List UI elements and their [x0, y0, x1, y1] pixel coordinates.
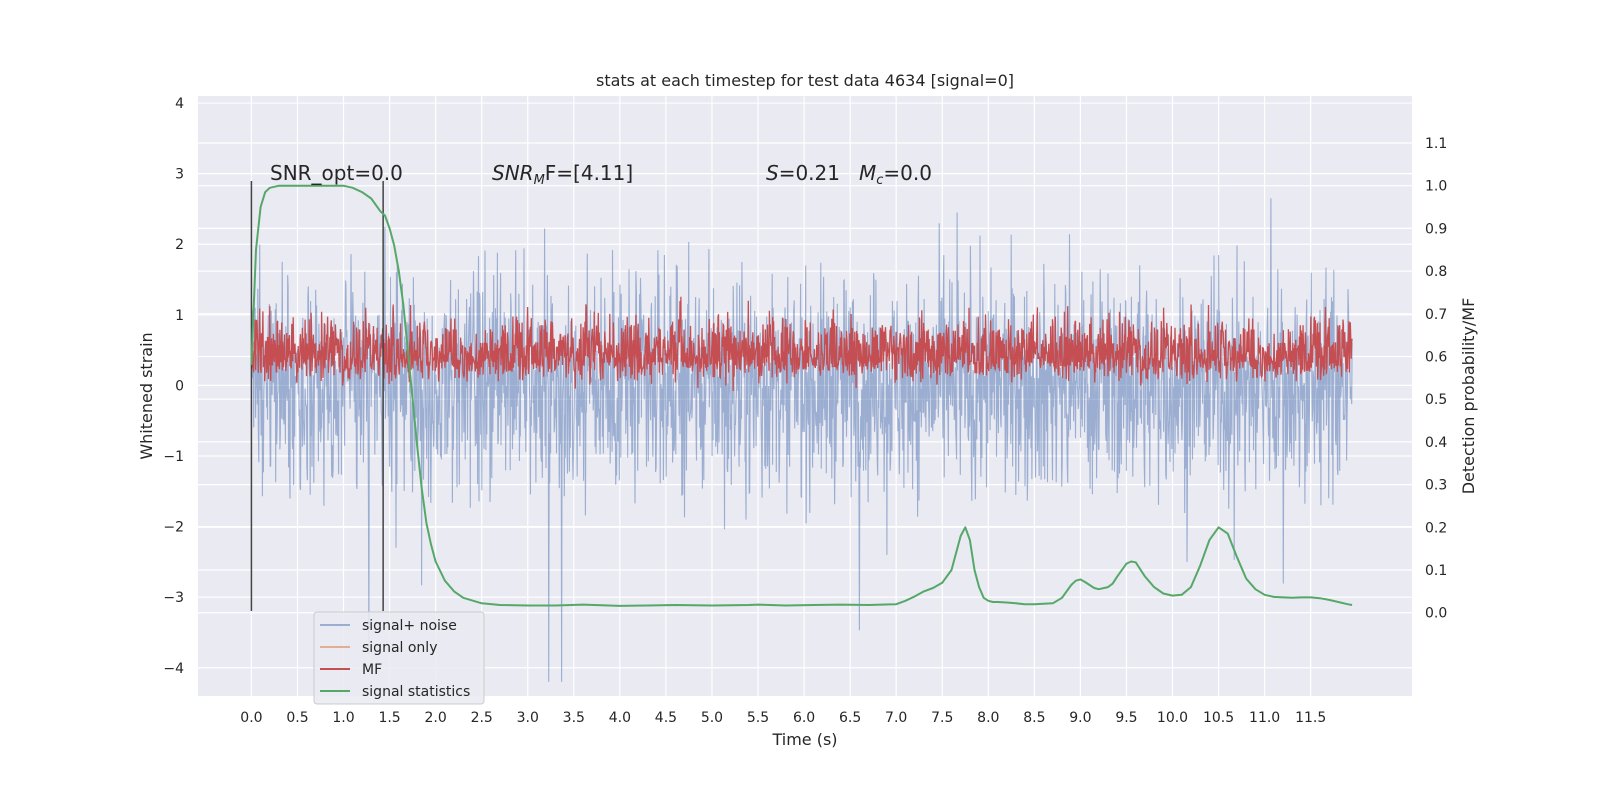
- legend-label-signal-statistics: signal statistics: [362, 684, 470, 700]
- x-tick-label: 8.0: [977, 710, 999, 726]
- legend-box: [313, 611, 485, 705]
- y-left-tick-label: −1: [163, 449, 184, 465]
- y-left-tick-label: 0: [175, 378, 184, 394]
- chart-title: stats at each timestep for test data 463…: [596, 71, 1014, 90]
- x-tick-label: 7.5: [931, 710, 953, 726]
- x-tick-label: 10.0: [1157, 710, 1188, 726]
- y-left-tick-label: 2: [175, 237, 184, 253]
- y-right-tick-label: 0.6: [1425, 349, 1447, 365]
- x-tick-label: 2.0: [425, 710, 447, 726]
- legend-label-mf: MF: [362, 662, 382, 678]
- x-tick-label: 0.5: [286, 710, 308, 726]
- y-axis-label-left: Whitened strain: [137, 332, 156, 459]
- y-left-tick-label: −4: [163, 661, 184, 677]
- y-right-tick-label: 0.7: [1425, 307, 1447, 323]
- x-tick-label: 9.5: [1115, 710, 1137, 726]
- x-tick-label: 8.5: [1023, 710, 1045, 726]
- y-left-tick-label: 1: [175, 308, 184, 324]
- x-axis-label: Time (s): [771, 730, 837, 749]
- x-tick-label: 6.0: [793, 710, 815, 726]
- y-left-tick-label: −2: [163, 520, 184, 536]
- marker-lines: [250, 181, 384, 611]
- y-right-tick-label: 0.5: [1425, 392, 1447, 408]
- x-tick-label: 0.0: [240, 710, 262, 726]
- y-right-tick-label: 0.0: [1425, 606, 1447, 622]
- legend: signal+ noise signal only MF signal stat…: [313, 611, 485, 705]
- x-tick-label: 7.0: [885, 710, 907, 726]
- x-tick-label: 4.0: [609, 710, 631, 726]
- axis-ticks: 0.0 0.5 1.0 1.5 2.0 2.5 3.0 3.5 4.0 4.5 5.0 5.5 6.0 6…: [163, 96, 1447, 726]
- y-right-tick-label: 0.9: [1425, 221, 1447, 237]
- y-left-tick-label: 4: [175, 96, 184, 112]
- annotation-s: S=0.21: [766, 161, 840, 185]
- x-tick-label: 11.0: [1249, 710, 1280, 726]
- y-right-tick-label: 0.1: [1425, 563, 1447, 579]
- y-right-tick-label: 0.8: [1425, 264, 1447, 280]
- y-right-tick-label: 0.3: [1425, 478, 1447, 494]
- x-tick-label: 11.5: [1295, 710, 1326, 726]
- x-tick-label: 4.5: [655, 710, 677, 726]
- legend-label-signal-only: signal only: [362, 640, 437, 656]
- x-tick-label: 10.5: [1203, 710, 1234, 726]
- x-tick-label: 3.5: [563, 710, 585, 726]
- y-left-tick-label: 3: [175, 167, 184, 183]
- x-tick-label: 5.5: [747, 710, 769, 726]
- x-tick-label: 2.5: [471, 710, 493, 726]
- series-mf: [250, 296, 1353, 392]
- y-right-tick-label: 1.0: [1425, 179, 1447, 195]
- y-axis-label-right: Detection probability/MF: [1459, 298, 1478, 495]
- y-right-tick-label: 0.4: [1425, 435, 1447, 451]
- x-tick-label: 1.5: [378, 710, 400, 726]
- y-right-tick-label: 1.1: [1425, 136, 1447, 152]
- x-tick-label: 5.0: [701, 710, 723, 726]
- y-right-tick-label: 0.2: [1425, 520, 1447, 536]
- y-left-tick-label: −3: [163, 590, 184, 606]
- signal-statistics-line: [250, 184, 1353, 607]
- x-tick-label: 1.0: [332, 710, 354, 726]
- annotation-mc: Mc=0.0: [859, 161, 932, 188]
- annotation-snr-opt: SNR_opt=0.0: [270, 161, 403, 185]
- annotation-snr-mf: SNRMF=[4.11]: [492, 161, 633, 188]
- x-tick-label: 6.5: [839, 710, 861, 726]
- series-signal-statistics: [250, 184, 1353, 607]
- x-tick-label: 3.0: [517, 710, 539, 726]
- mf-line: [250, 296, 1353, 392]
- legend-label-signal-noise: signal+ noise: [362, 618, 457, 634]
- x-tick-label: 9.0: [1069, 710, 1091, 726]
